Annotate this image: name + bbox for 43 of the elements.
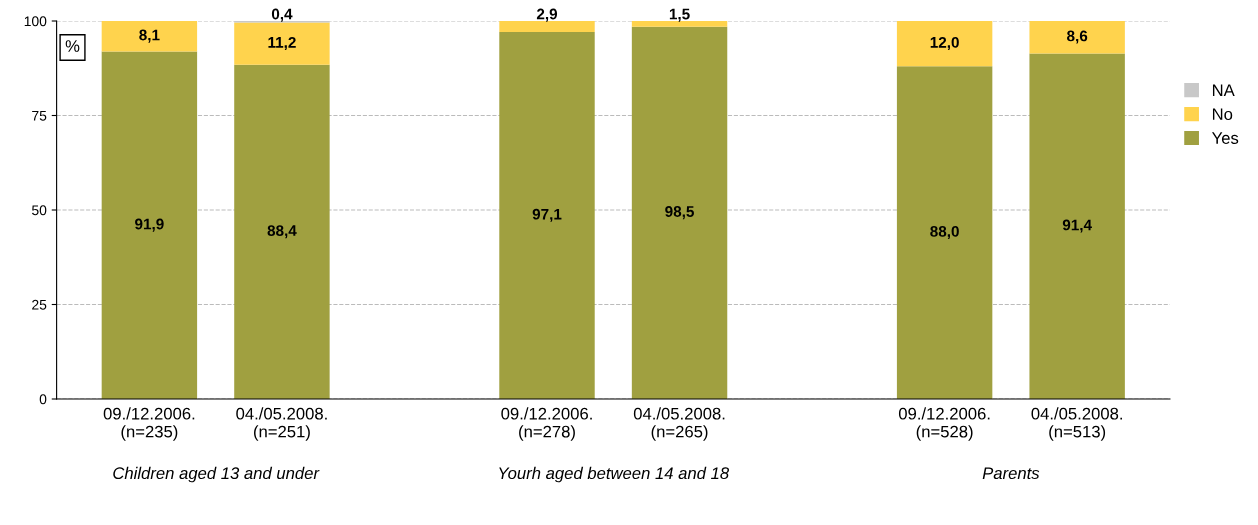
data-label: 2,9 [536,8,558,22]
y-tick-label: 25 [32,299,47,310]
y-tick-label: 100 [24,16,47,27]
bar [631,26,728,399]
text: Yourh aged between 14 and 18 [499,466,730,483]
bar [499,21,595,32]
bar [101,21,198,52]
bar [1029,53,1125,399]
data-label: 12,0 [930,36,959,50]
y-tick-label: 75 [32,110,47,121]
x-tick-label: 09./12.2006. (n=278) [501,407,592,441]
data-label: 8,1 [139,29,160,43]
data-label: 97,1 [532,208,562,222]
legend-label: NA [1212,84,1235,96]
data-label: 1,5 [669,8,690,22]
bar [896,66,993,399]
legend-label: No [1212,108,1233,121]
y-tick-label: 0 [39,394,47,405]
data-label: 11,2 [268,36,296,50]
data-label: 8,6 [1067,30,1088,44]
bar [499,31,595,399]
data-label: 98,5 [665,206,694,220]
text: Parents [982,467,1040,480]
bar [896,21,993,67]
x-tick-label: 04./05.2008. (n=251) [236,407,327,441]
data-label: 88,0 [930,225,959,239]
text: Children aged 13 and under [113,466,320,483]
legend-label: Yes [1211,132,1239,144]
x-tick-label: 04./05.2008. (n=265) [633,407,725,441]
bar [101,51,198,399]
bar [234,64,330,399]
data-label: 91,9 [135,218,164,232]
y-axis-title: % [65,40,80,52]
bar [631,21,728,27]
x-tick-label: 09./12.2006. (n=235) [103,407,195,441]
data-label: 0,4 [271,8,293,22]
y-tick-label: 50 [32,205,47,216]
x-tick-label: 09./12.2006. (n=528) [898,407,990,441]
data-label: 91,4 [1062,219,1092,233]
bar [234,22,330,65]
bar [1029,21,1125,54]
x-tick-label: 04./05.2008. (n=513) [1031,407,1122,441]
data-label: 88,4 [267,225,297,239]
